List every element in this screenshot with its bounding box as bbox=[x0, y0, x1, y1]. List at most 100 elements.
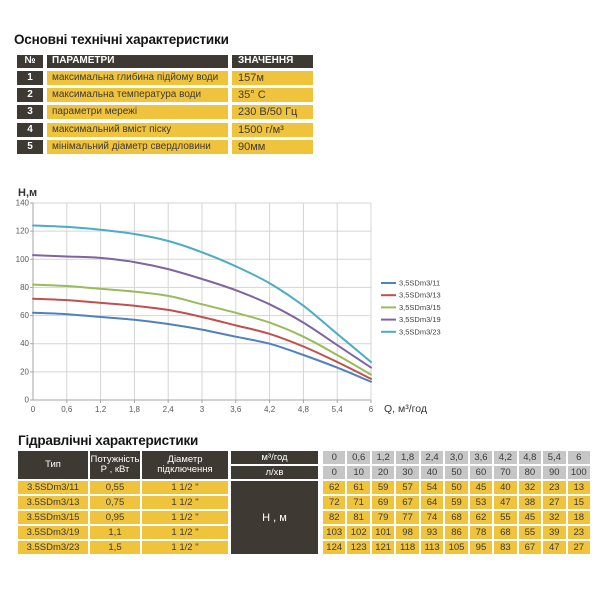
parameter-value: 1500 г/м³ bbox=[232, 122, 313, 137]
pump-model: 3.5SDm3/15 bbox=[18, 511, 88, 524]
head-value: 86 bbox=[445, 526, 468, 539]
head-value: 62 bbox=[323, 481, 346, 494]
head-value: 79 bbox=[371, 511, 395, 524]
head-value: 59 bbox=[445, 496, 468, 509]
pump-model: 3.5SDm3/11 bbox=[18, 481, 88, 494]
column-diameter: Діаметр підключення 1 1/2 " 1 1/2 " 1 1/2 " 1… bbox=[142, 451, 228, 554]
head-value: 32 bbox=[543, 511, 566, 524]
flow-lmin-value: 60 bbox=[469, 466, 493, 479]
head-value: 59 bbox=[371, 481, 395, 494]
series-3,5SDm3/15 bbox=[32, 283, 372, 376]
power-value: 0,55 bbox=[90, 481, 140, 494]
diameter-value: 1 1/2 " bbox=[142, 526, 228, 539]
row-number: 4 bbox=[17, 122, 43, 137]
chart-legend: 3,5SDm3/11 3,5SDm3/13 3,5SDm3/15 3,5SDm3/19… bbox=[381, 279, 441, 336]
row-number: 5 bbox=[17, 139, 43, 154]
head-value: 72 bbox=[323, 496, 346, 509]
head-value: 45 bbox=[518, 511, 542, 524]
head-value: 39 bbox=[543, 526, 566, 539]
head-value: 53 bbox=[469, 496, 493, 509]
head-value: 118 bbox=[396, 541, 419, 554]
flow-m3h-value: 5,4 bbox=[543, 451, 566, 464]
flow-lmin-value: 30 bbox=[396, 466, 419, 479]
head-value: 113 bbox=[420, 541, 444, 554]
svg-text:1,8: 1,8 bbox=[129, 405, 141, 414]
power-value: 1,5 bbox=[90, 541, 140, 554]
hydraulic-title: Гідравлічні характеристики bbox=[18, 433, 199, 448]
diameter-header: Діаметр підключення bbox=[142, 451, 228, 479]
svg-text:20: 20 bbox=[20, 367, 29, 376]
diameter-value: 1 1/2 " bbox=[142, 541, 228, 554]
head-value: 47 bbox=[543, 541, 566, 554]
head-value: 62 bbox=[469, 511, 493, 524]
svg-text:0: 0 bbox=[25, 396, 30, 405]
flow-column: 0 0 62 72 82 103 124 bbox=[323, 451, 346, 554]
head-value: 23 bbox=[567, 526, 590, 539]
tech-header-param: ПАРАМЕТРИ bbox=[47, 55, 228, 68]
flow-lmin-value: 90 bbox=[543, 466, 566, 479]
tech-header-value: ЗНАЧЕННЯ bbox=[232, 55, 313, 68]
head-value: 57 bbox=[396, 481, 419, 494]
flow-m3h-value: 0,6 bbox=[347, 451, 370, 464]
head-value: 40 bbox=[494, 481, 517, 494]
series-3,5SDm3/11 bbox=[32, 311, 372, 383]
legend-label: 3,5SDm3/13 bbox=[399, 291, 441, 300]
flow-m3h-value: 1,8 bbox=[396, 451, 419, 464]
power-header: Потужність Р , кВт bbox=[90, 451, 140, 479]
head-value: 123 bbox=[347, 541, 370, 554]
legend-label: 3,5SDm3/19 bbox=[399, 315, 441, 324]
parameter-value: 230 В/50 Гц bbox=[232, 105, 313, 120]
legend-label: 3,5SDm3/15 bbox=[399, 303, 441, 312]
y-axis-tick-labels: 0 20 40 60 80 100 120 140 bbox=[16, 199, 30, 405]
flow-lmin-value: 10 bbox=[347, 466, 370, 479]
pump-model: 3.5SDm3/19 bbox=[18, 526, 88, 539]
legend-label: 3,5SDm3/23 bbox=[399, 327, 441, 336]
flow-column: 2,4 40 54 64 74 93 113 bbox=[420, 451, 444, 554]
head-value: 55 bbox=[518, 526, 542, 539]
tech-table-row: 5 мінімальний діаметр свердловини 90мм bbox=[17, 139, 313, 154]
head-value: 69 bbox=[371, 496, 395, 509]
head-value: 54 bbox=[420, 481, 444, 494]
chart-series bbox=[32, 224, 372, 383]
head-value: 105 bbox=[445, 541, 468, 554]
row-number: 1 bbox=[17, 70, 43, 85]
svg-text:3,6: 3,6 bbox=[230, 405, 242, 414]
parameter-value: 90мм bbox=[232, 139, 313, 154]
head-value: 13 bbox=[567, 481, 590, 494]
flow-column: 0,6 10 61 71 81 102 123 bbox=[347, 451, 370, 554]
head-value: 95 bbox=[469, 541, 493, 554]
head-value: 64 bbox=[420, 496, 444, 509]
flow-lmin-value: 70 bbox=[494, 466, 517, 479]
parameter-value: 157м bbox=[232, 70, 313, 85]
svg-text:4,8: 4,8 bbox=[298, 405, 310, 414]
head-value: 121 bbox=[371, 541, 395, 554]
diameter-value: 1 1/2 " bbox=[142, 496, 228, 509]
series-3,5SDm3/23 bbox=[32, 224, 372, 363]
flow-m3h-value: 4,8 bbox=[518, 451, 542, 464]
series-3,5SDm3/19 bbox=[32, 254, 372, 369]
head-value: 27 bbox=[543, 496, 566, 509]
svg-text:0: 0 bbox=[31, 405, 36, 414]
column-type: Тип 3.5SDm3/11 3.5SDm3/13 3.5SDm3/15 3.5SDm3… bbox=[18, 451, 88, 554]
chart-axes bbox=[30, 202, 372, 403]
head-value: 78 bbox=[469, 526, 493, 539]
head-value: 61 bbox=[347, 481, 370, 494]
flow-lmin-value: 40 bbox=[420, 466, 444, 479]
flow-column: 4,2 70 40 47 55 68 83 bbox=[494, 451, 517, 554]
flow-lmin-value: 20 bbox=[371, 466, 395, 479]
head-value: 55 bbox=[494, 511, 517, 524]
flow-m3h-value: 6 bbox=[567, 451, 590, 464]
pump-curves-chart: 0 20 40 60 80 100 120 140 0 0,6 1,2 1,8 2,4 3 3,6 4,2 4… bbox=[0, 183, 450, 420]
flow-m3h-label: м³/год bbox=[231, 451, 318, 464]
flow-m3h-value: 1,2 bbox=[371, 451, 395, 464]
flow-lmin-value: 100 bbox=[567, 466, 590, 479]
head-value: 83 bbox=[494, 541, 517, 554]
head-value: 68 bbox=[445, 511, 468, 524]
flow-m3h-value: 0 bbox=[323, 451, 346, 464]
head-value: 82 bbox=[323, 511, 346, 524]
y-axis-title: Н,м bbox=[18, 187, 37, 199]
x-axis-title: Q, м³/год bbox=[384, 403, 427, 415]
head-value: 18 bbox=[567, 511, 590, 524]
flow-column: 5,4 90 23 27 32 39 47 bbox=[543, 451, 566, 554]
parameter-name: мінімальний діаметр свердловини bbox=[47, 139, 228, 154]
